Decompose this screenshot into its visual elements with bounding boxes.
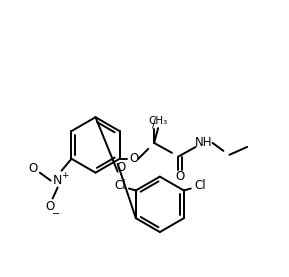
Text: /: / — [152, 117, 156, 130]
Text: NH: NH — [195, 137, 212, 150]
Text: +: + — [61, 171, 68, 180]
Text: O: O — [130, 152, 139, 165]
Text: O: O — [116, 161, 125, 174]
Text: O: O — [45, 200, 54, 213]
Text: Cl: Cl — [194, 179, 205, 192]
Text: Cl: Cl — [114, 179, 126, 192]
Text: O: O — [175, 170, 184, 183]
Text: O: O — [28, 162, 38, 175]
Text: N: N — [53, 174, 62, 187]
Text: −: − — [52, 209, 60, 219]
Text: CH₃: CH₃ — [149, 116, 168, 126]
